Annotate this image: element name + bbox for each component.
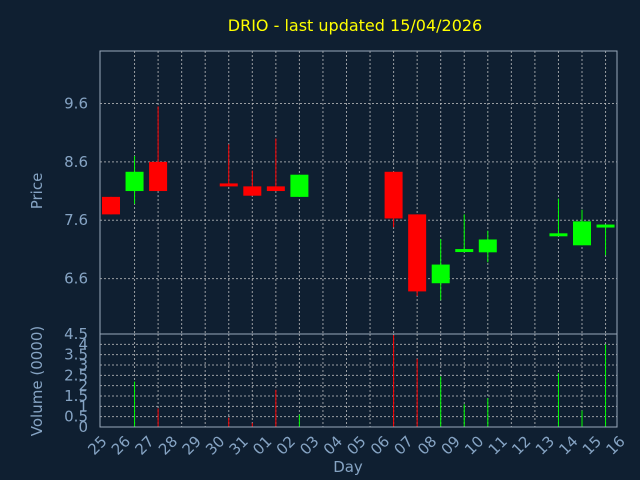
x-tick-label: 27	[131, 432, 157, 458]
x-axis-label: Day	[333, 458, 363, 476]
x-tick-label: 06	[367, 432, 393, 458]
x-tick-label: 02	[273, 432, 299, 458]
x-tick-label: 28	[155, 432, 181, 458]
volume-tick-label: 3	[78, 356, 88, 374]
candlesticks	[102, 106, 615, 301]
x-tick-label: 15	[579, 432, 605, 458]
candle-body	[408, 214, 427, 292]
volume-tick-label: 0.5	[64, 408, 88, 426]
volume-tick-label: 1	[78, 397, 88, 415]
candle-body	[384, 171, 403, 219]
x-tick-label: 29	[179, 432, 205, 458]
price-tick-label: 8.6	[64, 153, 88, 171]
candle-body	[243, 186, 262, 196]
price-grid	[100, 51, 617, 334]
candle-body	[549, 233, 568, 237]
candle-body	[478, 239, 497, 253]
volume-tick-label: 3.5	[64, 346, 88, 364]
candle-body	[125, 171, 144, 192]
price-tick-label: 6.6	[64, 270, 88, 288]
price-tick-label: 7.6	[64, 211, 88, 229]
x-tick-label: 14	[555, 432, 581, 458]
x-tick-label: 01	[249, 432, 275, 458]
x-tick-label: 07	[390, 432, 416, 458]
candle-body	[455, 249, 474, 253]
chart-title: DRIO - last updated 15/04/2026	[228, 16, 482, 35]
x-tick-label: 16	[602, 432, 628, 458]
x-tick-label: 31	[226, 432, 252, 458]
candle-body	[290, 174, 309, 197]
candle-body	[266, 186, 285, 192]
price-axis-ticks: 6.6 7.6 8.6 9.6	[64, 95, 88, 288]
x-tick-label: 05	[343, 432, 369, 458]
price-panel-frame	[99, 50, 618, 335]
x-tick-label: 08	[414, 432, 440, 458]
price-tick-label: 9.6	[64, 95, 88, 113]
x-axis-ticks: 2526272829303101020304050607080910111213…	[84, 432, 628, 458]
candle-body	[573, 221, 591, 246]
x-tick-label: 26	[108, 432, 134, 458]
x-tick-label: 12	[508, 432, 534, 458]
volume-tick-label: 2.5	[64, 366, 88, 384]
volume-axis-label: Volume (0000)	[28, 326, 46, 436]
volume-tick-label: 4	[78, 335, 88, 353]
volume-grid	[100, 333, 617, 428]
price-axis-label: Price	[28, 173, 46, 210]
volume-tick-label: 0	[78, 418, 88, 436]
x-tick-label: 30	[202, 432, 228, 458]
volume-tick-label: 2	[78, 377, 88, 395]
x-tick-label: 11	[485, 432, 511, 458]
volume-bars	[134, 335, 607, 427]
x-tick-label: 09	[438, 432, 464, 458]
volume-panel-frame	[99, 333, 618, 428]
candle-body	[596, 224, 615, 228]
x-tick-label: 25	[84, 432, 110, 458]
volume-tick-label: 1.5	[64, 387, 88, 405]
candle-body	[102, 196, 120, 215]
x-tick-label: 13	[532, 432, 558, 458]
x-tick-label: 10	[461, 432, 487, 458]
volume-tick-label: 4.5	[64, 325, 88, 343]
x-tick-label: 03	[296, 432, 322, 458]
candle-body	[431, 264, 450, 284]
candle-body	[219, 183, 238, 187]
candle-body	[149, 161, 168, 192]
volume-axis-ticks: 00.511.522.533.544.5	[64, 325, 88, 436]
x-tick-label: 04	[320, 432, 346, 458]
